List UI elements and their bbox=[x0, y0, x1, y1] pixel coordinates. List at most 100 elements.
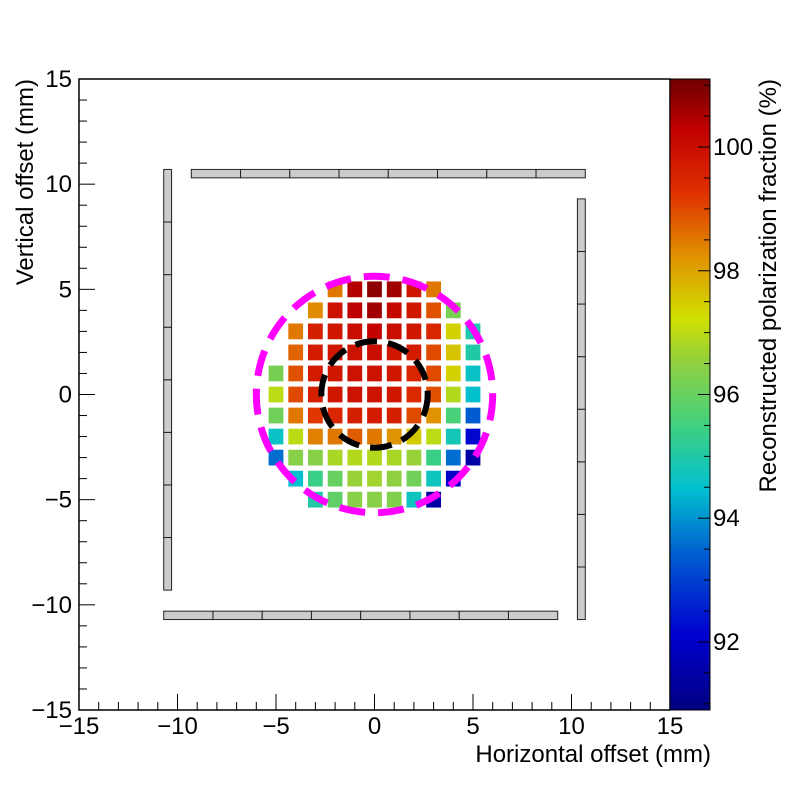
heatmap-cell bbox=[406, 365, 422, 382]
heatmap-cell bbox=[327, 386, 343, 403]
color-bar-tick-label: 100 bbox=[713, 134, 753, 161]
detector-bar-bottom-segment bbox=[409, 610, 460, 621]
color-bar-tick-label: 96 bbox=[713, 382, 740, 409]
heatmap-cell bbox=[268, 365, 284, 382]
heatmap-cell bbox=[308, 449, 323, 466]
color-bar-tick-label: 98 bbox=[713, 258, 740, 285]
heatmap-cell bbox=[367, 470, 382, 487]
heatmap-cell bbox=[347, 407, 363, 424]
heatmap-cell bbox=[347, 470, 363, 487]
reference-circles bbox=[252, 272, 497, 517]
detector-bar-top-segment bbox=[240, 168, 291, 179]
detector-bar-bottom-segment bbox=[261, 610, 312, 621]
heatmap-cell bbox=[308, 407, 323, 424]
heatmap-cell bbox=[347, 323, 363, 340]
y-tick-label: 10 bbox=[45, 171, 72, 198]
heatmap-cell bbox=[367, 491, 382, 508]
detector-bar-left-segment bbox=[163, 484, 173, 539]
detector-bar-top-segment bbox=[486, 168, 537, 179]
heatmap-cell bbox=[386, 449, 402, 466]
x-tick-label: −10 bbox=[157, 713, 198, 740]
heatmap-cell bbox=[347, 365, 363, 382]
y-tick-label: 5 bbox=[59, 276, 72, 303]
detector-bar-bottom-segment bbox=[458, 610, 509, 621]
heatmap-cell bbox=[347, 449, 363, 466]
y-tick-label: −15 bbox=[31, 697, 72, 724]
heatmap-cell bbox=[347, 344, 363, 361]
detector-bar-right-segment bbox=[576, 250, 586, 305]
detector-bar-bottom-segment bbox=[310, 610, 362, 621]
x-tick-label: 15 bbox=[657, 713, 684, 740]
heatmap-cell bbox=[347, 386, 363, 403]
heatmap-cell bbox=[445, 428, 461, 445]
heatmap-cell bbox=[406, 323, 422, 340]
detector-bars bbox=[163, 168, 586, 621]
color-bar-title: Reconstructed polarization fraction (%) bbox=[755, 79, 782, 493]
color-bar-axis: 92 94 96 98 100 bbox=[698, 84, 753, 705]
heatmap-cell bbox=[386, 302, 402, 319]
heatmap-cell bbox=[406, 470, 422, 487]
y-axis: −15 −10 −5 0 5 10 15 bbox=[31, 66, 95, 724]
inner-dashed-circle bbox=[318, 338, 431, 451]
detector-bar-top-segment bbox=[437, 168, 488, 179]
heatmap-cell bbox=[288, 386, 304, 403]
heatmap-cell bbox=[367, 302, 382, 319]
heatmap-cell bbox=[426, 428, 441, 445]
x-tick-label: 5 bbox=[466, 713, 479, 740]
heatmap-cell bbox=[268, 428, 284, 445]
detector-bar-right-segment bbox=[576, 461, 586, 515]
heatmap-cell bbox=[288, 449, 304, 466]
heatmap-cell bbox=[426, 281, 441, 298]
detector-bar-left-segment bbox=[163, 431, 173, 486]
heatmap-cell bbox=[426, 323, 441, 340]
heatmap-cell bbox=[445, 344, 461, 361]
heatmap-cell bbox=[386, 365, 402, 382]
heatmap-cell bbox=[426, 302, 441, 319]
heatmap-cell bbox=[406, 302, 422, 319]
heatmap-cell bbox=[367, 344, 382, 361]
x-tick-label: 10 bbox=[558, 713, 585, 740]
heatmap-cell bbox=[406, 344, 422, 361]
detector-bar-left-segment bbox=[163, 537, 173, 591]
detector-bar-left-segment bbox=[163, 221, 173, 276]
color-bar-tick-label: 92 bbox=[713, 629, 740, 656]
detector-bar-bottom-segment bbox=[360, 610, 411, 621]
x-tick-label: −15 bbox=[59, 713, 100, 740]
detector-bar-left-segment bbox=[163, 168, 173, 223]
heatmap-cell bbox=[426, 449, 441, 466]
heatmap-cell bbox=[327, 365, 343, 382]
detector-bar-right-segment bbox=[576, 513, 586, 568]
heatmap-cell bbox=[308, 323, 323, 340]
detector-bar-right-segment bbox=[576, 303, 586, 358]
heatmap-cell bbox=[327, 407, 343, 424]
heatmap-cell bbox=[465, 344, 481, 361]
heatmap-cell bbox=[386, 428, 402, 445]
detector-bar-right-segment bbox=[576, 356, 586, 410]
heatmap-cell bbox=[426, 344, 441, 361]
detector-bar-left-segment bbox=[163, 274, 173, 328]
y-tick-label: −5 bbox=[45, 487, 72, 514]
heatmap-cell bbox=[347, 491, 363, 508]
y-axis-title: Vertical offset (mm) bbox=[12, 79, 39, 285]
heatmap-cell bbox=[426, 407, 441, 424]
detector-bar-right-segment bbox=[576, 566, 586, 621]
heatmap-cell bbox=[386, 281, 402, 298]
detector-bar-top-segment bbox=[289, 168, 340, 179]
heatmap-cell bbox=[465, 365, 481, 382]
heatmap-cell bbox=[308, 470, 323, 487]
heatmap-cell bbox=[445, 365, 461, 382]
heatmap-cell bbox=[406, 407, 422, 424]
heatmap-cell bbox=[445, 323, 461, 340]
detector-bar-bottom-segment bbox=[507, 610, 559, 621]
heatmap-cell bbox=[288, 428, 304, 445]
heatmap-cell bbox=[465, 428, 481, 445]
y-tick-label: 0 bbox=[59, 382, 72, 409]
detector-bar-top-segment bbox=[190, 168, 242, 179]
x-tick-label: −5 bbox=[262, 713, 289, 740]
heatmap-cell bbox=[465, 386, 481, 403]
detector-bar-top-segment bbox=[387, 168, 439, 179]
heatmap-cell bbox=[426, 365, 441, 382]
x-axis: −15 −10 −5 0 5 10 15 bbox=[59, 694, 684, 740]
heatmap-cell bbox=[288, 344, 304, 361]
